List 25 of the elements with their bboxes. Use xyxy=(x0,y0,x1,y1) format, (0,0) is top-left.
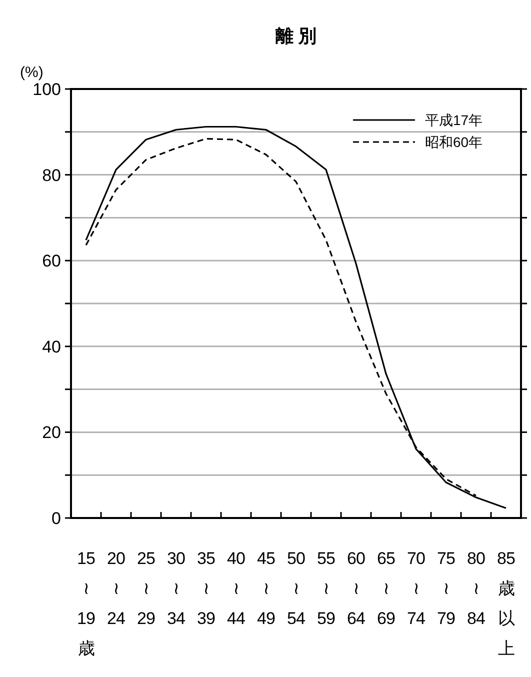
x-tick-label: 50≀54 xyxy=(287,549,305,628)
y-tick-label: 0 xyxy=(52,509,61,528)
chart-title: 離 別 xyxy=(274,26,317,46)
x-tick-label: 55≀59 xyxy=(317,549,335,628)
x-tick-label: 15≀19歳 xyxy=(77,549,95,658)
x-tick-label: 25≀29 xyxy=(137,549,155,628)
y-tick-label: 40 xyxy=(42,337,61,356)
x-tick-label: 40≀44 xyxy=(227,549,245,628)
y-tick-label: 80 xyxy=(42,166,61,185)
x-tick-label: 85歳以上 xyxy=(497,549,515,658)
y-axis-title: (%) xyxy=(20,64,44,81)
legend-label: 平成17年 xyxy=(425,112,483,128)
y-tick-label: 60 xyxy=(42,252,61,271)
x-tick-label: 65≀69 xyxy=(377,549,395,628)
x-tick-label: 75≀79 xyxy=(437,549,455,628)
x-tick-label: 80≀84 xyxy=(467,549,485,628)
legend-label: 昭和60年 xyxy=(425,134,483,150)
y-tick-label: 20 xyxy=(42,423,61,442)
x-tick-label: 60≀64 xyxy=(347,549,365,628)
x-tick-label: 35≀39 xyxy=(197,549,215,628)
y-tick-label: 100 xyxy=(32,80,61,99)
x-tick-label: 70≀74 xyxy=(407,549,425,628)
x-tick-label: 20≀24 xyxy=(107,549,125,628)
x-tick-label: 30≀34 xyxy=(167,549,185,628)
x-tick-label: 45≀49 xyxy=(257,549,275,628)
